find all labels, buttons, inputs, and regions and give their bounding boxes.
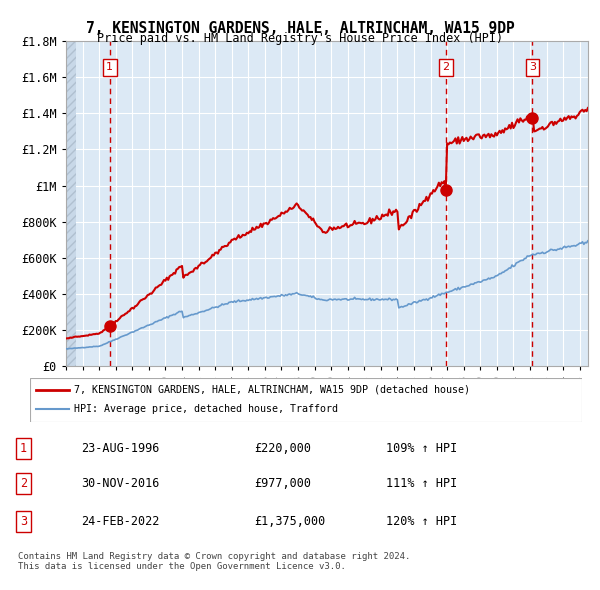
Text: 24-FEB-2022: 24-FEB-2022 (81, 515, 160, 528)
Text: 30-NOV-2016: 30-NOV-2016 (81, 477, 160, 490)
Text: 7, KENSINGTON GARDENS, HALE, ALTRINCHAM, WA15 9DP: 7, KENSINGTON GARDENS, HALE, ALTRINCHAM,… (86, 21, 514, 35)
Text: 3: 3 (20, 515, 27, 528)
Text: £1,375,000: £1,375,000 (254, 515, 325, 528)
Text: 23-AUG-1996: 23-AUG-1996 (81, 442, 160, 455)
Text: £977,000: £977,000 (254, 477, 311, 490)
Text: 120% ↑ HPI: 120% ↑ HPI (386, 515, 458, 528)
Text: 3: 3 (529, 63, 536, 72)
Text: Contains HM Land Registry data © Crown copyright and database right 2024.
This d: Contains HM Land Registry data © Crown c… (18, 552, 410, 571)
Text: Price paid vs. HM Land Registry's House Price Index (HPI): Price paid vs. HM Land Registry's House … (97, 32, 503, 45)
Text: 7, KENSINGTON GARDENS, HALE, ALTRINCHAM, WA15 9DP (detached house): 7, KENSINGTON GARDENS, HALE, ALTRINCHAM,… (74, 385, 470, 395)
Text: £220,000: £220,000 (254, 442, 311, 455)
FancyBboxPatch shape (30, 378, 582, 422)
Text: 2: 2 (20, 477, 27, 490)
Text: HPI: Average price, detached house, Trafford: HPI: Average price, detached house, Traf… (74, 405, 338, 414)
Text: 1: 1 (20, 442, 27, 455)
Text: 1: 1 (106, 63, 113, 72)
Text: 111% ↑ HPI: 111% ↑ HPI (386, 477, 458, 490)
Text: 2: 2 (442, 63, 449, 72)
Text: 109% ↑ HPI: 109% ↑ HPI (386, 442, 458, 455)
